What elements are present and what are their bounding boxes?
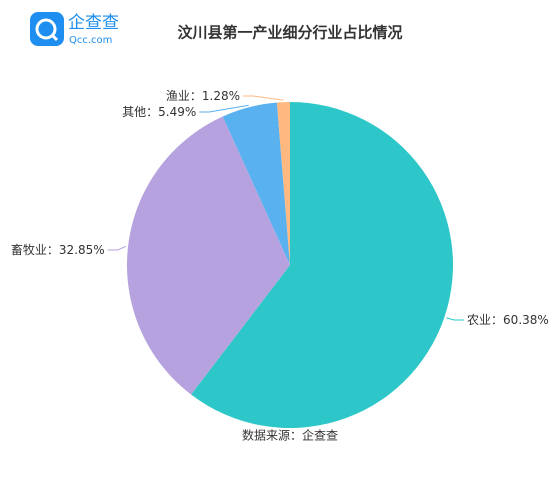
logo-icon [30,12,64,46]
pie-slice [276,102,290,265]
label-line [243,95,284,101]
slice-label-separator: ： [190,89,202,103]
source: 数据来源：企查查 [242,428,338,443]
slice-label: 其他：5.49% [122,105,196,119]
slice-label: 农业：60.38% [467,313,549,327]
logo-icon-handle [50,33,59,42]
label-line [199,104,249,113]
slice-label-separator: ： [491,313,503,327]
slice-label: 畜牧业：32.85% [11,242,105,257]
slice-label: 渔业：1.28% [166,89,240,103]
logo: 企查查 Qcc.com [30,12,119,46]
label-line [107,245,127,251]
slice-label-separator: ： [146,105,158,119]
slice-label-value: 5.49% [158,105,196,119]
pie-slice [127,116,290,395]
logo-name: 企查查 [68,13,119,33]
logo-url: Qcc.com [69,35,112,46]
pie-slice [222,102,290,265]
slice-label-name: 畜牧业 [11,242,47,257]
slice-label-value: 60.38% [503,313,549,327]
chart-title: 汶川县第一产业细分行业占比情况 [177,24,402,42]
slice-label-value: 32.85% [59,243,105,257]
pie-slice [191,102,454,429]
slice-label-name: 渔业 [166,89,190,103]
slice-label-name: 其他 [122,105,146,119]
slice-label-name: 农业 [467,313,491,327]
slice-label-separator: ： [47,243,59,257]
logo-icon-ring [35,18,57,40]
slice-label-value: 1.28% [202,89,240,103]
label-line [446,317,465,321]
